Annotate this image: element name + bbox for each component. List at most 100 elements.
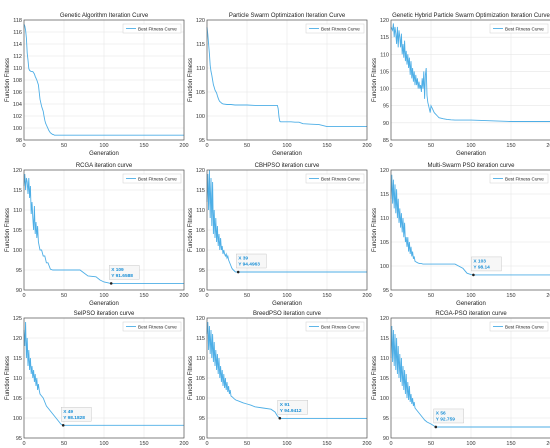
legend-box	[489, 321, 549, 332]
y-tick-label: 90	[199, 288, 205, 294]
y-tick-label: 120	[196, 18, 205, 24]
x-tick-label: 100	[466, 293, 475, 299]
y-axis-label: Function Fitness	[188, 356, 194, 400]
y-tick-label: 105	[13, 396, 22, 402]
x-tick-label: 150	[506, 143, 515, 149]
x-tick-label: 200	[362, 441, 371, 447]
x-tick-label: 100	[282, 143, 291, 149]
y-tick-label: 110	[196, 356, 205, 362]
x-tick-label: 100	[282, 441, 291, 447]
series-line-best-fitness	[206, 27, 367, 128]
datatip-box	[277, 400, 308, 415]
y-tick-label: 115	[196, 188, 205, 194]
y-tick-label: 90	[199, 436, 205, 442]
x-tick-label: 100	[99, 293, 108, 299]
series-line-best-fitness	[23, 321, 184, 426]
chart-title: Particle Swarm Optimization Iteration Cu…	[229, 13, 346, 19]
y-tick-label: 106	[13, 90, 22, 96]
series-line-best-fitness	[206, 169, 367, 273]
legend: Best Fitness Curve	[305, 173, 365, 184]
x-tick-label: 150	[139, 293, 148, 299]
datatip-y-text: Y 98.14	[473, 265, 490, 271]
y-tick-label: 90	[16, 288, 22, 294]
legend-box	[122, 321, 182, 332]
y-tick-label: 110	[13, 208, 22, 214]
axes-box	[23, 169, 185, 291]
y-tick-label: 105	[13, 228, 22, 234]
datatip-x-text: X 56	[436, 411, 446, 417]
y-tick-label: 114	[13, 42, 22, 48]
series-line-best-fitness	[23, 24, 184, 136]
chart-title: BreedPSO iteration curve	[253, 311, 322, 317]
axes-box	[206, 169, 368, 291]
x-axis-label: Generation	[272, 301, 302, 307]
legend-label: Best Fitness Curve	[138, 324, 177, 329]
x-tick-label: 200	[546, 293, 550, 299]
chart-title: Genetic Algorithm Iteration Curve	[60, 13, 149, 19]
y-tick-label: 105	[380, 240, 389, 246]
datatip-marker	[236, 270, 240, 274]
legend-label: Best Fitness Curve	[505, 324, 544, 329]
datatip-box	[235, 253, 267, 269]
legend: Best Fitness Curve	[122, 23, 182, 34]
y-tick-label: 115	[196, 42, 205, 48]
x-tick-label: 200	[546, 143, 550, 149]
legend-label: Best Fitness Curve	[138, 26, 177, 31]
x-tick-label: 0	[389, 441, 392, 447]
x-tick-label: 50	[61, 441, 67, 447]
axes-box	[23, 19, 185, 141]
y-tick-label: 120	[196, 168, 205, 174]
x-tick-label: 150	[139, 441, 148, 447]
x-tick-label: 50	[428, 143, 434, 149]
y-tick-label: 100	[380, 396, 389, 402]
y-tick-label: 90	[383, 121, 389, 127]
legend-box	[305, 23, 365, 34]
x-tick-label: 50	[244, 441, 250, 447]
datatip-y-text: Y 94.9412	[280, 408, 302, 414]
x-tick-label: 150	[506, 441, 515, 447]
x-tick-label: 150	[322, 441, 331, 447]
x-tick-label: 150	[322, 293, 331, 299]
y-tick-label: 110	[13, 376, 22, 382]
x-tick-label: 200	[362, 143, 371, 149]
y-tick-label: 112	[13, 54, 22, 60]
y-tick-label: 105	[380, 69, 389, 75]
datatip-x-text: X 49	[63, 409, 73, 415]
legend-label: Best Fitness Curve	[505, 176, 544, 181]
chart-title: Multi-Swarm PSO iteration curve	[427, 163, 515, 169]
x-tick-label: 0	[22, 143, 25, 149]
datatip-marker	[472, 273, 475, 277]
y-tick-label: 115	[380, 336, 389, 342]
datatip-box	[61, 407, 92, 422]
axes-box	[23, 317, 185, 439]
y-tick-label: 110	[380, 356, 389, 362]
x-tick-label: 0	[205, 293, 208, 299]
y-tick-label: 100	[196, 248, 205, 254]
y-tick-label: 95	[199, 138, 205, 144]
chart-panel-5: 0 50 100 150 200 90 95 100 105 110 115 120 CBHPSO it…	[188, 163, 372, 307]
y-axis-label: Function Fitness	[372, 208, 378, 252]
y-tick-label: 115	[13, 188, 22, 194]
y-tick-label: 115	[380, 192, 389, 198]
chart-panel-7: 0 50 100 150 200 95 100 105 110 115 120 125 SelPSO i…	[5, 311, 189, 447]
x-tick-label: 200	[179, 293, 188, 299]
x-tick-label: 50	[244, 293, 250, 299]
x-tick-label: 150	[322, 143, 331, 149]
legend-box	[305, 321, 365, 332]
y-tick-label: 95	[383, 104, 389, 110]
legend-box	[489, 23, 549, 34]
chart-panel-3: 0 50 100 150 200 85 90 95 100 105 110 115 120Genetic…	[372, 13, 550, 157]
x-tick-label: 0	[389, 293, 392, 299]
legend-label: Best Fitness Curve	[321, 176, 360, 181]
legend-label: Best Fitness Curve	[321, 324, 360, 329]
x-tick-label: 50	[428, 293, 434, 299]
legend-label: Best Fitness Curve	[505, 26, 544, 31]
y-tick-label: 118	[13, 18, 22, 24]
y-tick-label: 120	[13, 336, 22, 342]
chart-panel-9: 0 50 100 150 200 90 95 100 105 110 115 120 RCGA-PSO …	[372, 311, 550, 447]
datatip-box	[471, 256, 502, 272]
datatip-y-text: Y 92.759	[436, 417, 455, 423]
y-tick-label: 100	[13, 416, 22, 422]
y-tick-label: 110	[380, 216, 389, 222]
legend-box	[489, 173, 549, 184]
